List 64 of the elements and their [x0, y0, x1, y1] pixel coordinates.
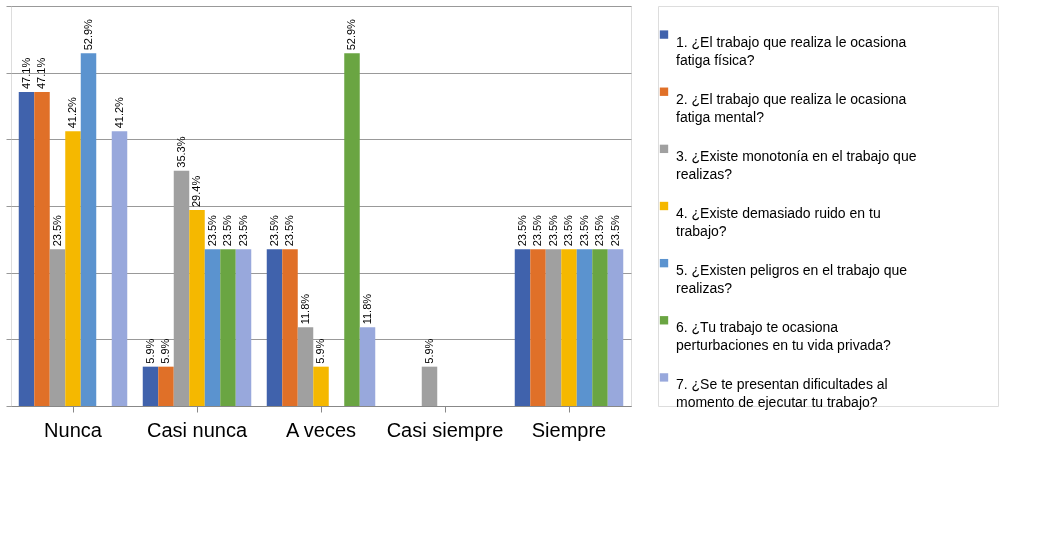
data-label: 11.8%: [360, 293, 373, 325]
data-label: 29.4%: [190, 175, 202, 207]
data-label: 23.5%: [236, 214, 249, 247]
data-label: 23.5%: [205, 214, 218, 247]
bar: [514, 249, 531, 406]
bar: [282, 249, 298, 406]
data-label: 47.1%: [19, 57, 32, 89]
data-label: 23.5%: [283, 214, 295, 247]
bar: [235, 249, 252, 406]
data-label: 47.1%: [35, 57, 47, 89]
bar: [607, 249, 624, 406]
data-label: 23.5%: [608, 214, 621, 247]
bar: [142, 366, 159, 406]
data-label: 23.5%: [593, 214, 605, 247]
data-label: 23.5%: [221, 214, 233, 247]
bar: [111, 131, 128, 406]
bar: [34, 92, 50, 406]
bar: [313, 366, 329, 406]
bar: [189, 210, 205, 406]
x-tick-label: Siempre: [531, 418, 607, 441]
x-tick-label: Casi nunca: [146, 418, 248, 441]
bar: [359, 327, 376, 406]
legend-label: 5. ¿Existen peligros en el trabajo que realizas?: [676, 262, 908, 297]
data-label: 41.2%: [66, 96, 78, 129]
data-label: 5.9%: [422, 338, 435, 364]
data-label: 23.5%: [267, 214, 280, 247]
bar: [421, 366, 438, 406]
bar: [530, 249, 546, 406]
bar: [18, 92, 35, 406]
data-label: 52.9%: [345, 18, 357, 51]
data-label: 11.8%: [298, 293, 311, 325]
data-label: 5.9%: [143, 338, 156, 364]
x-tick-label: Casi siempre: [386, 418, 504, 441]
data-label: 23.5%: [546, 214, 559, 247]
bar: [65, 131, 81, 406]
bar: [545, 249, 562, 406]
data-label: 23.5%: [562, 214, 574, 247]
data-label: 5.9%: [314, 338, 326, 364]
bar: [80, 53, 97, 406]
data-label: 52.9%: [81, 18, 94, 51]
data-label: 23.5%: [531, 214, 543, 247]
data-label: 41.2%: [112, 96, 125, 129]
bar: [344, 53, 360, 406]
legend-label: 3. ¿Existe monotonía en el trabajo que realizas?: [676, 147, 917, 182]
legend-label: 1. ¿El trabajo que realiza le ocasiona fatiga física?: [676, 33, 907, 68]
legend-label: 6. ¿Tu trabajo te ocasiona perturbaciones en tu vida privada?: [676, 319, 892, 354]
data-label: 5.9%: [159, 338, 171, 364]
bar: [220, 249, 236, 406]
x-tick-label: A veces: [285, 418, 357, 441]
data-label: 35.3%: [174, 136, 187, 168]
bar: [49, 249, 66, 406]
x-tick-label: Nunca: [44, 418, 103, 441]
bar: [158, 366, 174, 406]
bar: [266, 249, 283, 406]
data-label: 23.5%: [515, 214, 528, 247]
legend-label: 2. ¿El trabajo que realiza le ocasiona fatiga mental?: [676, 90, 907, 125]
legend-label: 4. ¿Existe demasiado ruido en tu trabajo?: [676, 205, 881, 239]
bar: [561, 249, 577, 406]
data-label: 23.5%: [50, 214, 63, 247]
bar: [204, 249, 221, 406]
bar: [592, 249, 608, 406]
bar: [576, 249, 593, 406]
legend-label: 7. ¿Se te presentan dificultades al momento de ejecutar tu trabajo?: [676, 376, 888, 411]
data-label: 23.5%: [577, 214, 590, 247]
